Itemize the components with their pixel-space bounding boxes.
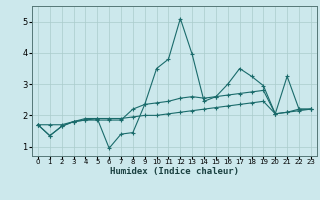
X-axis label: Humidex (Indice chaleur): Humidex (Indice chaleur) [110,167,239,176]
